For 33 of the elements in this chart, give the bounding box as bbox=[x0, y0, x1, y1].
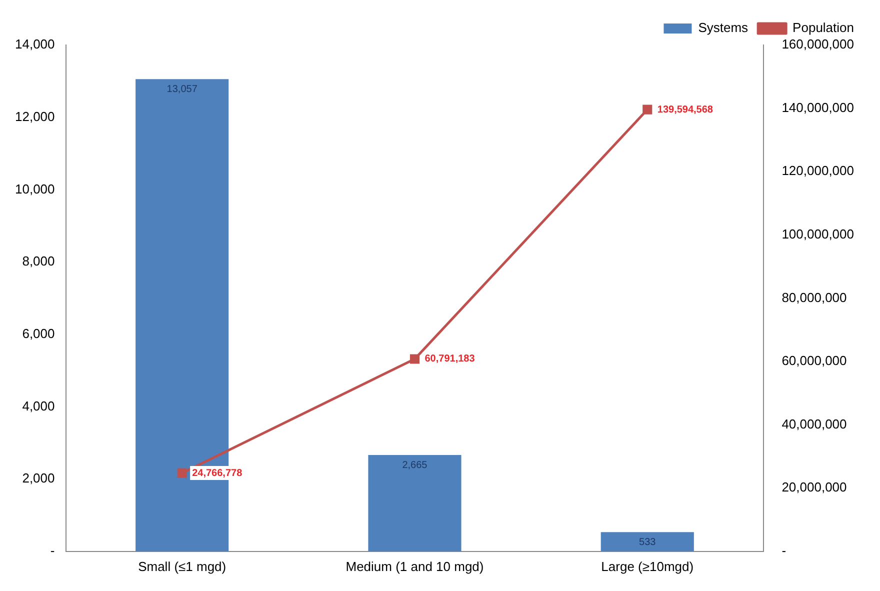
bar bbox=[600, 532, 694, 552]
y2-tick-label: 20,000,000 bbox=[782, 480, 847, 495]
y-tick-label: 2,000 bbox=[22, 470, 55, 486]
data-label: 139,594,568 bbox=[657, 104, 714, 116]
y2-tick-label: 120,000,000 bbox=[782, 163, 854, 178]
y2-tick-label: 160,000,000 bbox=[782, 36, 854, 52]
y2-tick-label: - bbox=[782, 542, 786, 558]
legend-label: Systems bbox=[698, 20, 749, 36]
point bbox=[177, 468, 187, 478]
data-label: 533 bbox=[639, 536, 656, 548]
x-tick-label: Large (≥10mgd) bbox=[601, 558, 694, 574]
y-tick-label: 6,000 bbox=[22, 326, 55, 341]
data-label: 60,791,183 bbox=[424, 354, 476, 365]
data-label: 24,766,778 bbox=[192, 468, 243, 479]
y-tick-label: 10,000 bbox=[14, 181, 55, 196]
point bbox=[410, 354, 420, 364]
y2-tick-label: 100,000,000 bbox=[782, 226, 854, 242]
y-tick-label: 14,000 bbox=[14, 36, 55, 52]
data-label: 13,057 bbox=[166, 84, 198, 95]
legend-label: Population bbox=[792, 20, 854, 36]
y2-tick-label: 80,000,000 bbox=[782, 290, 847, 305]
bar bbox=[368, 455, 462, 552]
y2-tick-label: 60,000,000 bbox=[782, 353, 847, 368]
y2-tick-label: 140,000,000 bbox=[782, 100, 854, 115]
y-tick-label: 12,000 bbox=[14, 108, 55, 124]
y-tick-label: - bbox=[50, 542, 55, 558]
y2-tick-label: 40,000,000 bbox=[782, 416, 847, 432]
point bbox=[642, 104, 652, 114]
data-label: 2,665 bbox=[402, 460, 428, 471]
y-tick-label: 4,000 bbox=[22, 398, 55, 414]
x-tick-label: Small (≤1 mgd) bbox=[138, 558, 226, 574]
y-tick-label: 8,000 bbox=[22, 254, 55, 269]
x-tick-label: Medium (1 and 10 mgd) bbox=[346, 558, 484, 574]
